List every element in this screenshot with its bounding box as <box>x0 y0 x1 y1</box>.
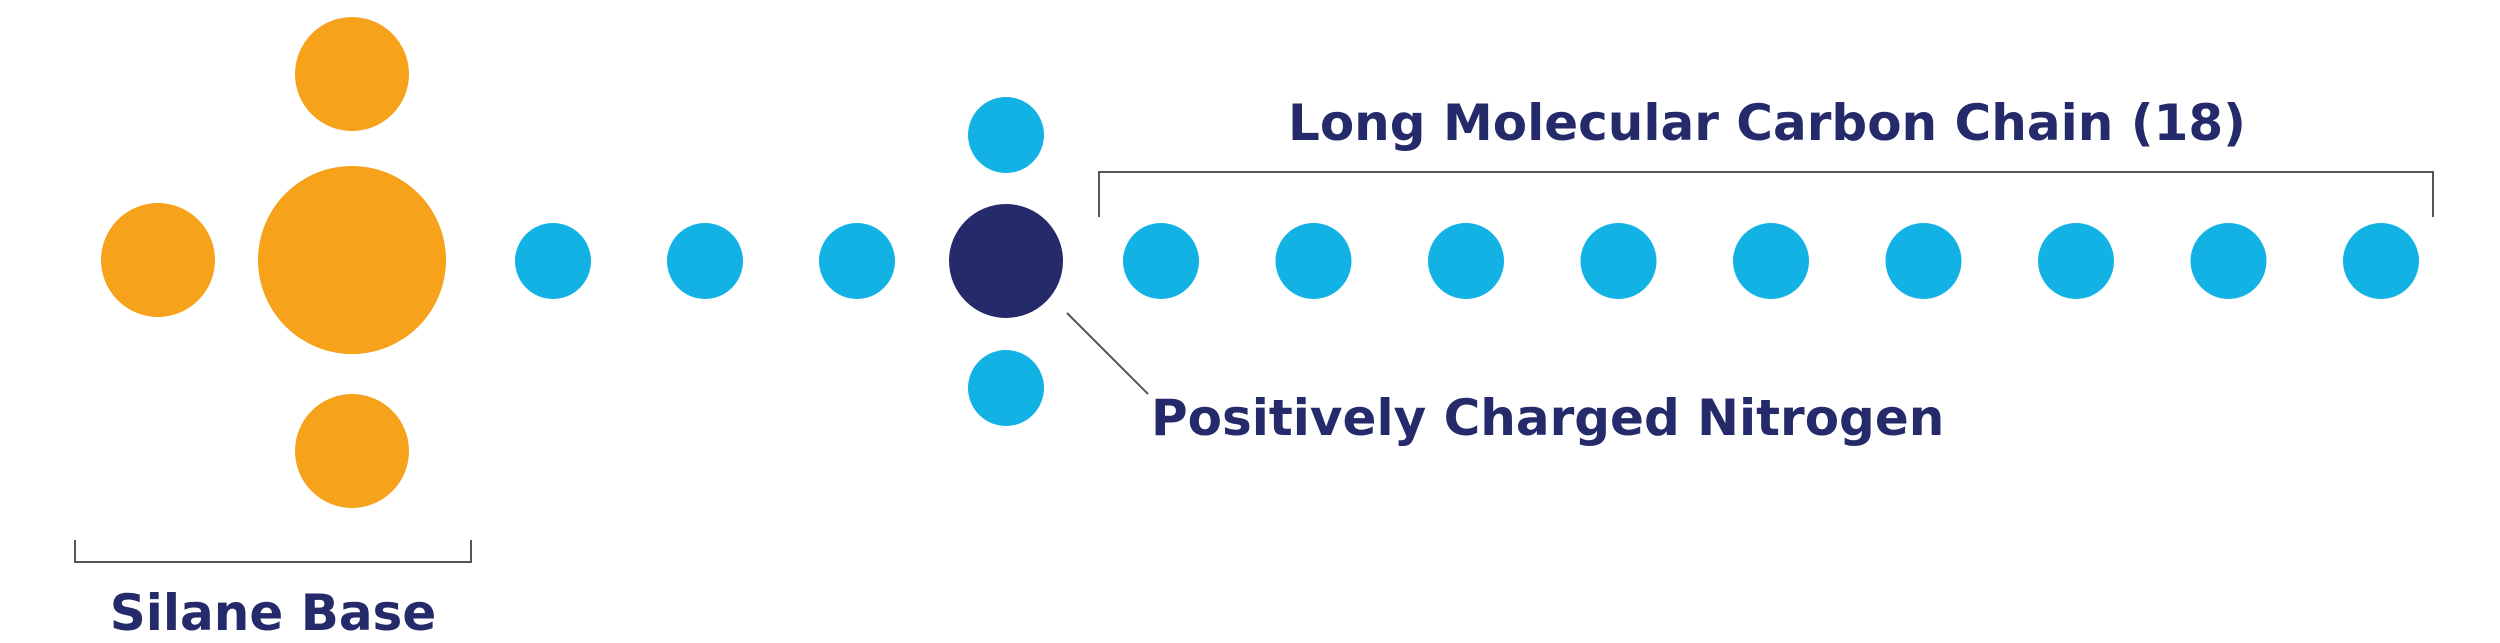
carbon-chain-label: Long Molecular Carbon Chain (18) <box>1288 94 2246 152</box>
nitrogen-label: Positively Charged Nitrogen <box>1151 389 1944 447</box>
linker-carbon-atom-1 <box>515 223 591 299</box>
chain-carbon-atom-1 <box>1123 223 1199 299</box>
chain-carbon-atom-7 <box>2038 223 2114 299</box>
chain-carbon-atom-3 <box>1428 223 1504 299</box>
silane-top-atom <box>295 17 409 131</box>
linker-carbon-atom-3 <box>819 223 895 299</box>
silane-center-atom <box>258 166 446 354</box>
silane-base-label: Silane Base <box>110 584 436 642</box>
nitrogen-top-carbon <box>968 97 1044 173</box>
nitrogen-bottom-carbon <box>968 350 1044 426</box>
chain-carbon-atom-5 <box>1733 223 1809 299</box>
nitrogen-group <box>949 97 1149 426</box>
nitrogen-atom <box>949 204 1063 318</box>
silane-bottom-atom <box>295 394 409 508</box>
silane-base-group <box>101 17 446 508</box>
silane-base-bracket <box>74 540 472 563</box>
linker-carbon-group <box>515 223 895 299</box>
chain-carbon-atom-9 <box>2343 223 2419 299</box>
silane-left-atom <box>101 203 215 317</box>
chain-carbon-atom-6 <box>1885 223 1962 299</box>
chain-carbon-atom-8 <box>2190 223 2267 299</box>
carbon-chain-bracket <box>1098 171 2434 217</box>
nitrogen-pointer-line <box>1066 312 1149 395</box>
chain-carbon-atom-4 <box>1580 223 1657 299</box>
carbon-chain-group <box>1123 223 2419 299</box>
chain-carbon-atom-2 <box>1275 223 1352 299</box>
linker-carbon-atom-2 <box>667 223 743 299</box>
